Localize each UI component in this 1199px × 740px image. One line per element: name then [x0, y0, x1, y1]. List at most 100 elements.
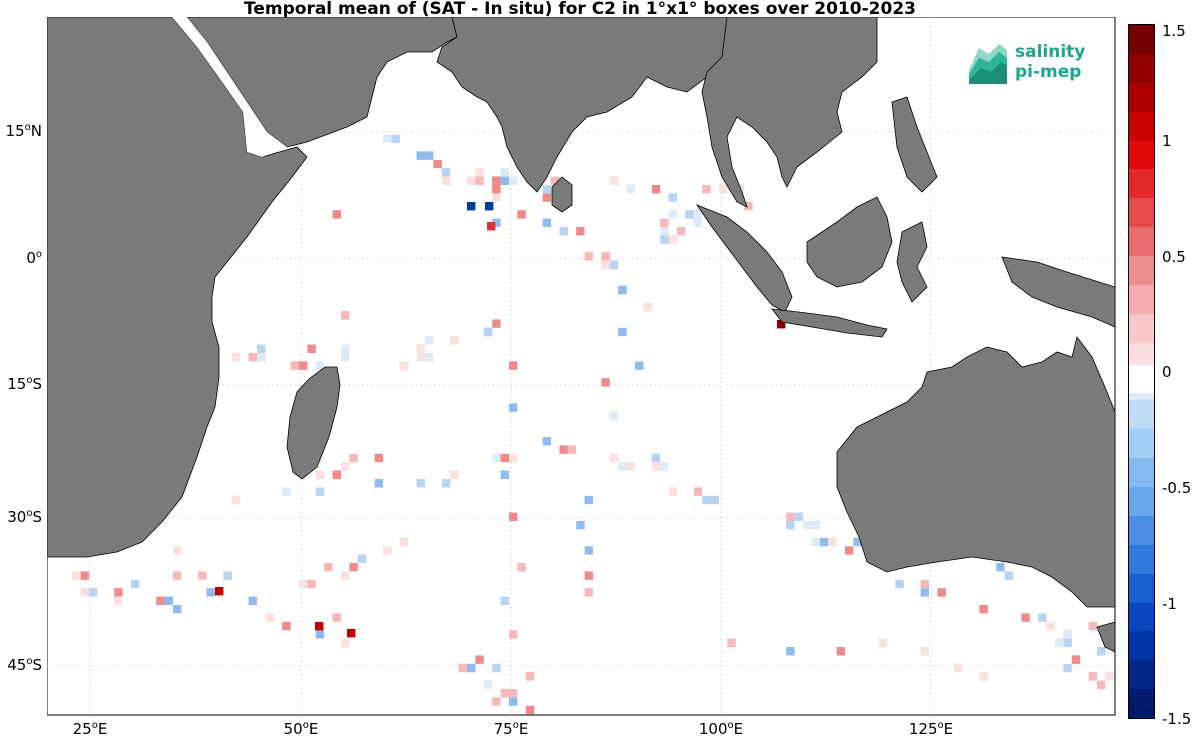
colorbar-tick-label: 0.5 — [1162, 248, 1186, 266]
data-cell — [1063, 663, 1072, 673]
data-cell-strong — [347, 629, 356, 638]
lon-label-100e: 100oE — [698, 720, 744, 738]
data-cell — [131, 579, 140, 589]
data-cell — [584, 495, 593, 505]
data-cell — [374, 479, 383, 488]
data-cell — [198, 571, 207, 580]
data-cell — [114, 596, 123, 605]
graticule — [47, 17, 1115, 715]
data-cell — [509, 689, 518, 698]
data-cell — [626, 462, 635, 471]
colorbar-tick-label: -0.5 — [1162, 479, 1192, 497]
data-cell — [349, 563, 358, 572]
map-title: Temporal mean of (SAT - In situ) for C2 … — [244, 0, 916, 19]
data-cell — [1046, 621, 1055, 631]
data-cell — [509, 361, 518, 370]
data-cell — [920, 647, 929, 656]
data-cell — [836, 647, 845, 656]
data-cell — [341, 638, 350, 647]
data-cell — [416, 151, 425, 160]
colorbar-zero-band — [1129, 365, 1154, 393]
data-cell — [89, 588, 98, 597]
colorbar-step — [1129, 226, 1154, 256]
data-cell — [156, 596, 165, 605]
land-borneo — [806, 196, 893, 288]
data-cell — [475, 176, 484, 185]
data-cell — [483, 680, 493, 689]
data-cell — [173, 605, 182, 614]
data-cell — [828, 537, 837, 547]
data-cell — [517, 563, 526, 572]
colorbar-tick-label: 1.5 — [1162, 22, 1186, 40]
lat-label-15n: 15oN — [5, 122, 42, 140]
data-cell — [920, 588, 929, 597]
data-cell — [1004, 571, 1013, 580]
land-java — [771, 308, 888, 338]
data-cell — [1088, 672, 1097, 681]
lat-label-30s: 30oS — [7, 508, 42, 526]
data-cell — [315, 470, 325, 479]
data-cell — [517, 210, 526, 219]
colorbar-step — [1129, 168, 1154, 199]
data-cell — [542, 185, 551, 194]
colorbar-step — [1129, 140, 1154, 170]
data-cell — [231, 495, 241, 505]
data-cell — [441, 176, 451, 185]
data-cell — [920, 579, 929, 589]
data-cell — [601, 260, 610, 269]
lat-label-15s: 15oS — [7, 375, 42, 393]
data-cell — [693, 218, 703, 227]
data-cell — [660, 227, 669, 236]
data-cell — [618, 462, 627, 471]
data-cell — [878, 638, 887, 647]
colorbar — [1128, 24, 1155, 719]
data-cell — [668, 487, 677, 496]
data-cell — [937, 588, 946, 597]
logo-wave-icon — [969, 44, 1007, 84]
data-cell — [702, 495, 711, 505]
data-cell — [425, 151, 434, 160]
lon-label-75e: 75oE — [493, 720, 529, 738]
data-cell — [651, 453, 661, 463]
logo-line-2: pi-mep — [1015, 62, 1082, 82]
data-cell — [668, 235, 677, 244]
data-cell — [282, 621, 291, 631]
data-cell — [416, 344, 425, 353]
data-cell — [341, 571, 350, 580]
data-cell — [1088, 621, 1097, 631]
data-cell — [223, 571, 232, 580]
data-cell — [290, 361, 299, 370]
data-cell — [492, 697, 501, 706]
data-cell — [114, 588, 123, 597]
data-cell — [492, 663, 501, 673]
data-cell — [265, 613, 274, 622]
data-cell-strong — [467, 202, 476, 211]
data-cell — [492, 193, 501, 202]
colorbar-step — [1129, 688, 1154, 718]
colorbar-step — [1129, 457, 1154, 487]
data-cell — [206, 588, 215, 597]
logo-line-1: salinity — [1015, 42, 1086, 62]
data-cell — [492, 319, 501, 328]
data-cell — [584, 571, 593, 580]
data-cell — [248, 596, 257, 605]
data-cell — [609, 176, 619, 185]
data-cell — [416, 479, 425, 488]
data-cell — [399, 361, 409, 370]
data-cell — [719, 185, 728, 194]
data-cell — [551, 176, 560, 185]
data-cell — [500, 689, 509, 698]
lat-label-0: 0o — [26, 249, 42, 267]
data-cell — [282, 487, 291, 496]
colorbar-step — [1129, 602, 1154, 632]
data-cell — [584, 252, 593, 261]
data-cell — [416, 353, 425, 362]
data-cell — [458, 663, 467, 673]
land-madagascar — [286, 366, 341, 480]
data-cell — [509, 512, 518, 521]
data-cell — [80, 588, 89, 597]
lon-label-25e: 25oE — [72, 720, 108, 738]
land-sulawesi — [896, 221, 928, 303]
data-cell — [349, 453, 358, 463]
colorbar-step — [1129, 53, 1154, 83]
